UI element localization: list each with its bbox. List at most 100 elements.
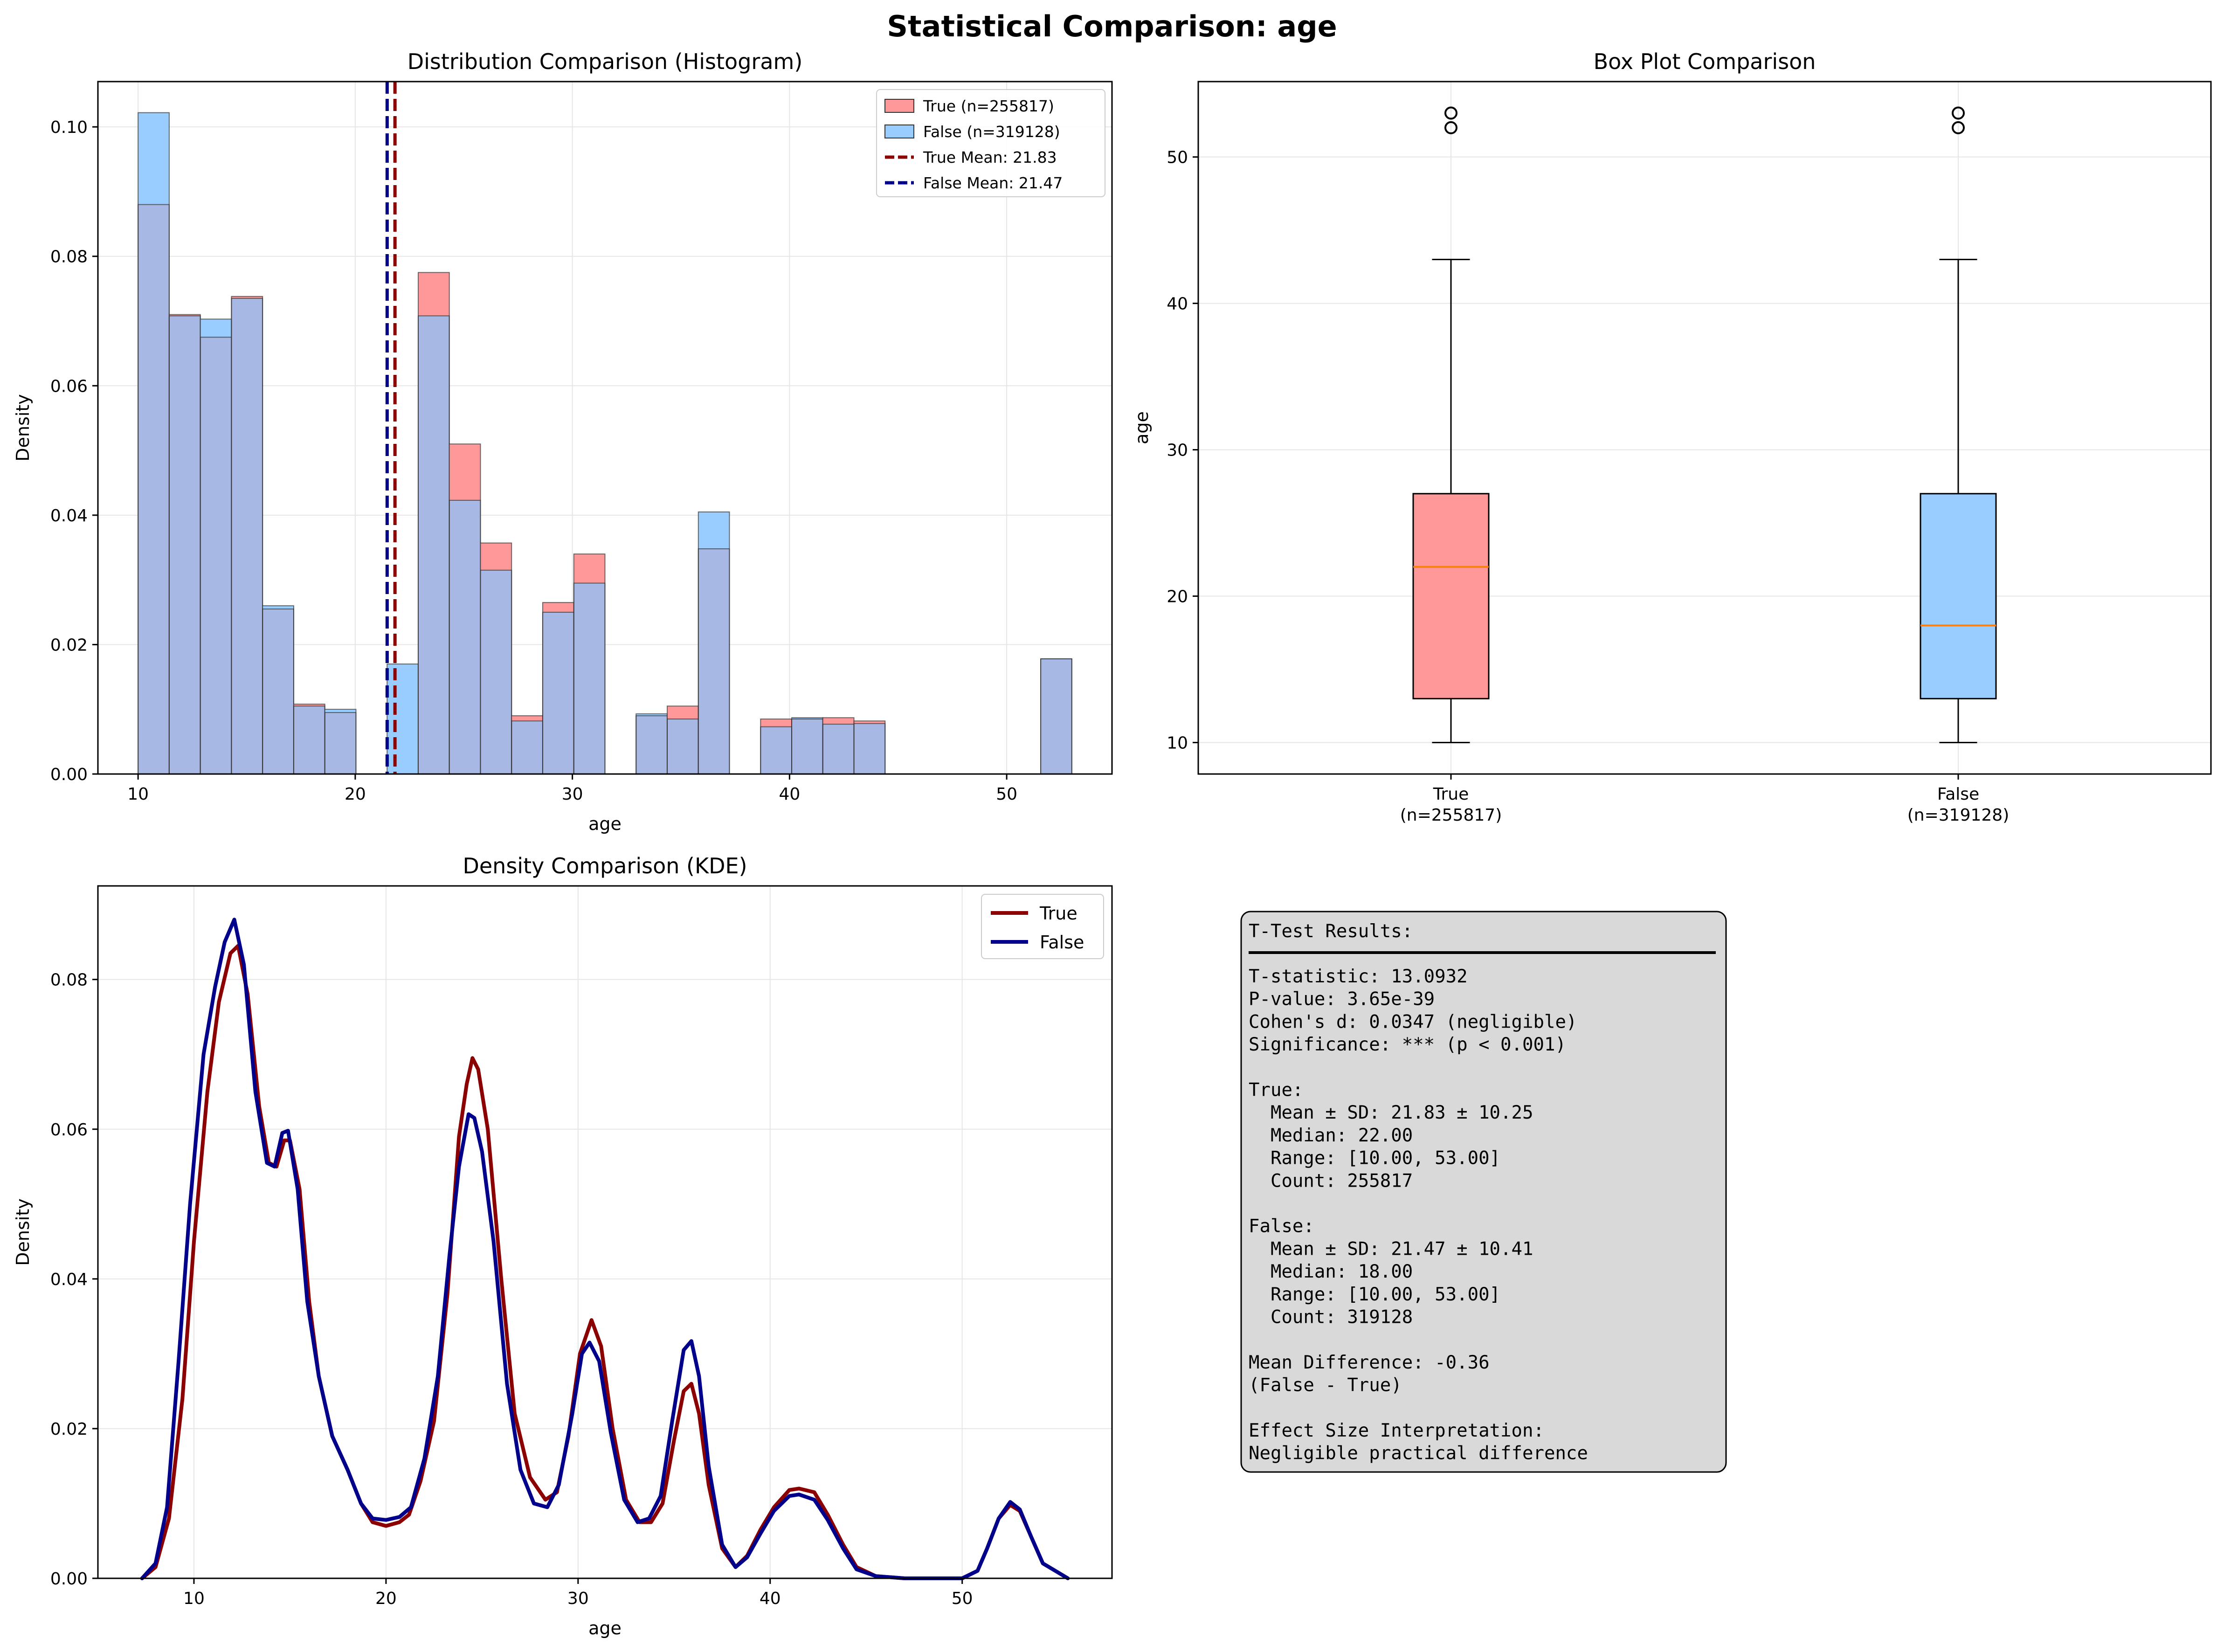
x-axis-label: age: [588, 1618, 622, 1638]
x-tick-label: 50: [996, 785, 1017, 804]
y-tick-label: 0.04: [50, 1270, 88, 1289]
outlier-point: [1444, 106, 1457, 120]
histogram-bar-overlap: [293, 706, 325, 774]
histogram-bar-true: [449, 444, 481, 500]
histogram-bar-false: [698, 511, 730, 549]
histogram-bar-true: [822, 718, 854, 725]
stats-line: Significance: *** (p < 0.001): [1249, 1034, 1566, 1055]
stats-line: Mean Difference: -0.36: [1249, 1352, 1490, 1373]
outlier-point: [1952, 121, 1965, 134]
x-tick-label: 20: [345, 785, 366, 804]
stats-line: Cohen's d: 0.0347 (negligible): [1249, 1011, 1577, 1032]
x-tick-label: 20: [375, 1589, 397, 1608]
histogram-bar-overlap: [138, 204, 169, 774]
kde-title: Density Comparison (KDE): [463, 853, 747, 878]
histogram-bar-true: [667, 706, 698, 719]
histogram-bar-overlap: [542, 612, 574, 774]
histogram-panel: 10 20 30 40 50 0.00 0.02 0.04 0.06 0.08 0.10 Distri…: [13, 49, 1113, 834]
histogram-bar-false: [325, 709, 356, 713]
kde-panel: 10 20 30 40 50 0.00 0.02 0.04 0.06 0.08 Density Co…: [13, 853, 1113, 1638]
x-tick-label: 40: [760, 1589, 781, 1608]
stats-line: (False - True): [1249, 1375, 1402, 1396]
histogram-bar-overlap: [200, 337, 232, 774]
histogram-bar-false: [636, 713, 668, 716]
stats-line: Range: [10.00, 53.00]: [1249, 1148, 1500, 1169]
stats-box: [1240, 911, 1727, 1473]
histogram-bar-overlap: [636, 716, 668, 774]
figure-title: Statistical Comparison: age: [887, 9, 1337, 43]
x-tick-label-count: (n=319128): [1907, 806, 2010, 825]
stats-panel: T-Test Results: T-statistic: 13.0932P-val…: [1240, 911, 1727, 1473]
stats-line: Count: 319128: [1249, 1307, 1413, 1328]
stats-line: Median: 18.00: [1249, 1261, 1413, 1282]
y-tick-label: 0.02: [50, 1420, 88, 1439]
histogram-bar-false: [200, 319, 232, 338]
histogram-bar-false: [387, 664, 418, 774]
histogram-bar-overlap: [511, 721, 543, 774]
stats-line: Mean ± SD: 21.83 ± 10.25: [1249, 1102, 1533, 1123]
histogram-bar-overlap: [698, 549, 730, 774]
x-axis-label: age: [588, 814, 622, 834]
histogram-bar-overlap: [480, 570, 512, 774]
stats-line: Median: 22.00: [1249, 1125, 1413, 1146]
histogram-bar-true: [760, 719, 792, 727]
histogram-bar-overlap: [418, 316, 449, 774]
histogram-bar-overlap: [1041, 658, 1072, 774]
stats-line: P-value: 3.65e-39: [1249, 989, 1435, 1010]
y-axis-label: age: [1132, 411, 1152, 444]
histogram-bar-overlap: [449, 500, 481, 774]
histogram-bar-true: [573, 554, 605, 583]
histogram-bar-overlap: [822, 724, 854, 774]
x-tick-label: True: [1433, 785, 1469, 804]
y-tick-label: 10: [1167, 734, 1188, 753]
histogram-bar-false: [138, 112, 169, 205]
histogram-bar-true: [293, 704, 325, 706]
legend-false-label: False (n=319128): [923, 123, 1060, 141]
stats-line: True:: [1249, 1080, 1303, 1101]
histogram-bar-true: [169, 314, 200, 316]
histogram-bar-true: [542, 602, 574, 613]
histogram-bar-true: [854, 721, 885, 724]
plot-frame: [1197, 81, 2212, 775]
x-tick-label: False: [1937, 785, 1979, 804]
box-true: [1412, 493, 1490, 699]
kde-line-false: [140, 918, 1070, 1580]
legend-true-label: True: [1039, 903, 1077, 924]
legend-false-label: False: [1040, 932, 1084, 953]
histogram-bar-overlap: [854, 723, 885, 774]
plot-frame: [97, 885, 1113, 1579]
histogram-bar-false: [792, 718, 823, 719]
histogram-bar-overlap: [325, 712, 356, 774]
histogram-bar-true: [511, 716, 543, 721]
y-tick-label: 0.00: [50, 765, 88, 784]
outlier-point: [1952, 106, 1965, 120]
y-tick-label: 0.02: [50, 636, 88, 655]
x-tick-label: 50: [952, 1589, 973, 1608]
y-tick-label: 0.06: [50, 1120, 88, 1140]
histogram-bar-overlap: [760, 726, 792, 774]
histogram-title: Distribution Comparison (Histogram): [408, 49, 803, 74]
y-tick-label: 20: [1167, 588, 1188, 607]
stats-line: False:: [1249, 1216, 1314, 1237]
x-tick-label: 30: [567, 1589, 589, 1608]
y-tick-label: 30: [1167, 441, 1188, 460]
x-tick-label: 10: [183, 1589, 205, 1608]
x-tick-label: 40: [779, 785, 800, 804]
histogram-bar-overlap: [262, 609, 294, 774]
stats-line: Mean ± SD: 21.47 ± 10.41: [1249, 1238, 1533, 1259]
stats-line: Count: 255817: [1249, 1170, 1413, 1191]
histogram-bar-overlap: [169, 316, 200, 774]
y-axis-label: Density: [13, 1198, 33, 1265]
box-false: [1920, 493, 1997, 699]
histogram-bar-overlap: [231, 298, 263, 774]
y-tick-label: 0.06: [50, 377, 88, 396]
y-tick-label: 0.08: [50, 248, 88, 267]
stats-line: Range: [10.00, 53.00]: [1249, 1284, 1500, 1305]
x-tick-label: 30: [562, 785, 583, 804]
legend-false-mean-label: False Mean: 21.47: [923, 174, 1063, 192]
boxplot-panel: 10 20 30 40 50 True (n=255817) False (n=319128) B…: [1132, 49, 2212, 825]
legend-true-label: True (n=255817): [923, 97, 1054, 115]
histogram-bar-false: [262, 606, 294, 609]
